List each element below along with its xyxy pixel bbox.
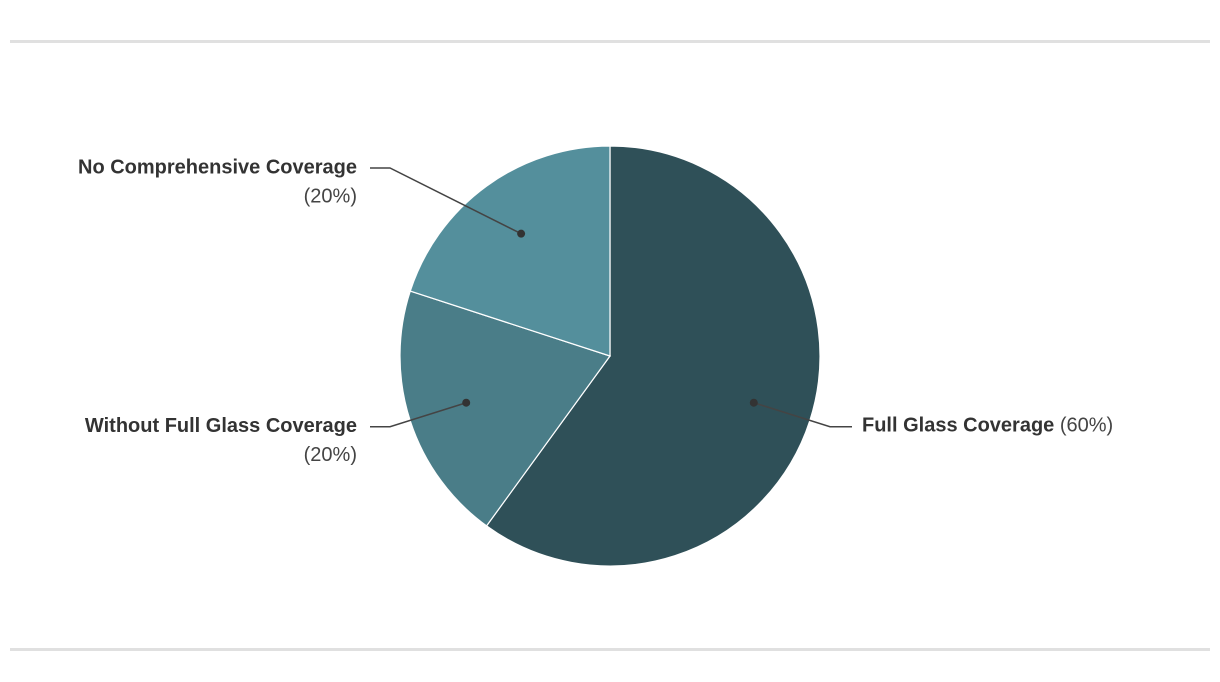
leader-dot bbox=[517, 229, 526, 238]
leader-dot bbox=[462, 398, 471, 407]
slice-label: Full Glass Coverage (60%) bbox=[862, 415, 1113, 437]
leader-line bbox=[370, 402, 467, 428]
pie-slice bbox=[409, 145, 611, 357]
slice-value: (20%) bbox=[304, 185, 357, 207]
top-rule bbox=[10, 40, 1210, 43]
slice-name: Without Full Glass Coverage bbox=[85, 415, 357, 437]
slice-name: No Comprehensive Coverage bbox=[78, 156, 357, 178]
leader-line bbox=[370, 167, 522, 235]
leader-dot bbox=[749, 398, 758, 407]
slice-name: Full Glass Coverage bbox=[862, 415, 1054, 437]
leader-line bbox=[753, 402, 852, 428]
bottom-rule bbox=[10, 648, 1210, 651]
slice-value: (20%) bbox=[304, 444, 357, 466]
slice-value: (60%) bbox=[1060, 415, 1113, 437]
